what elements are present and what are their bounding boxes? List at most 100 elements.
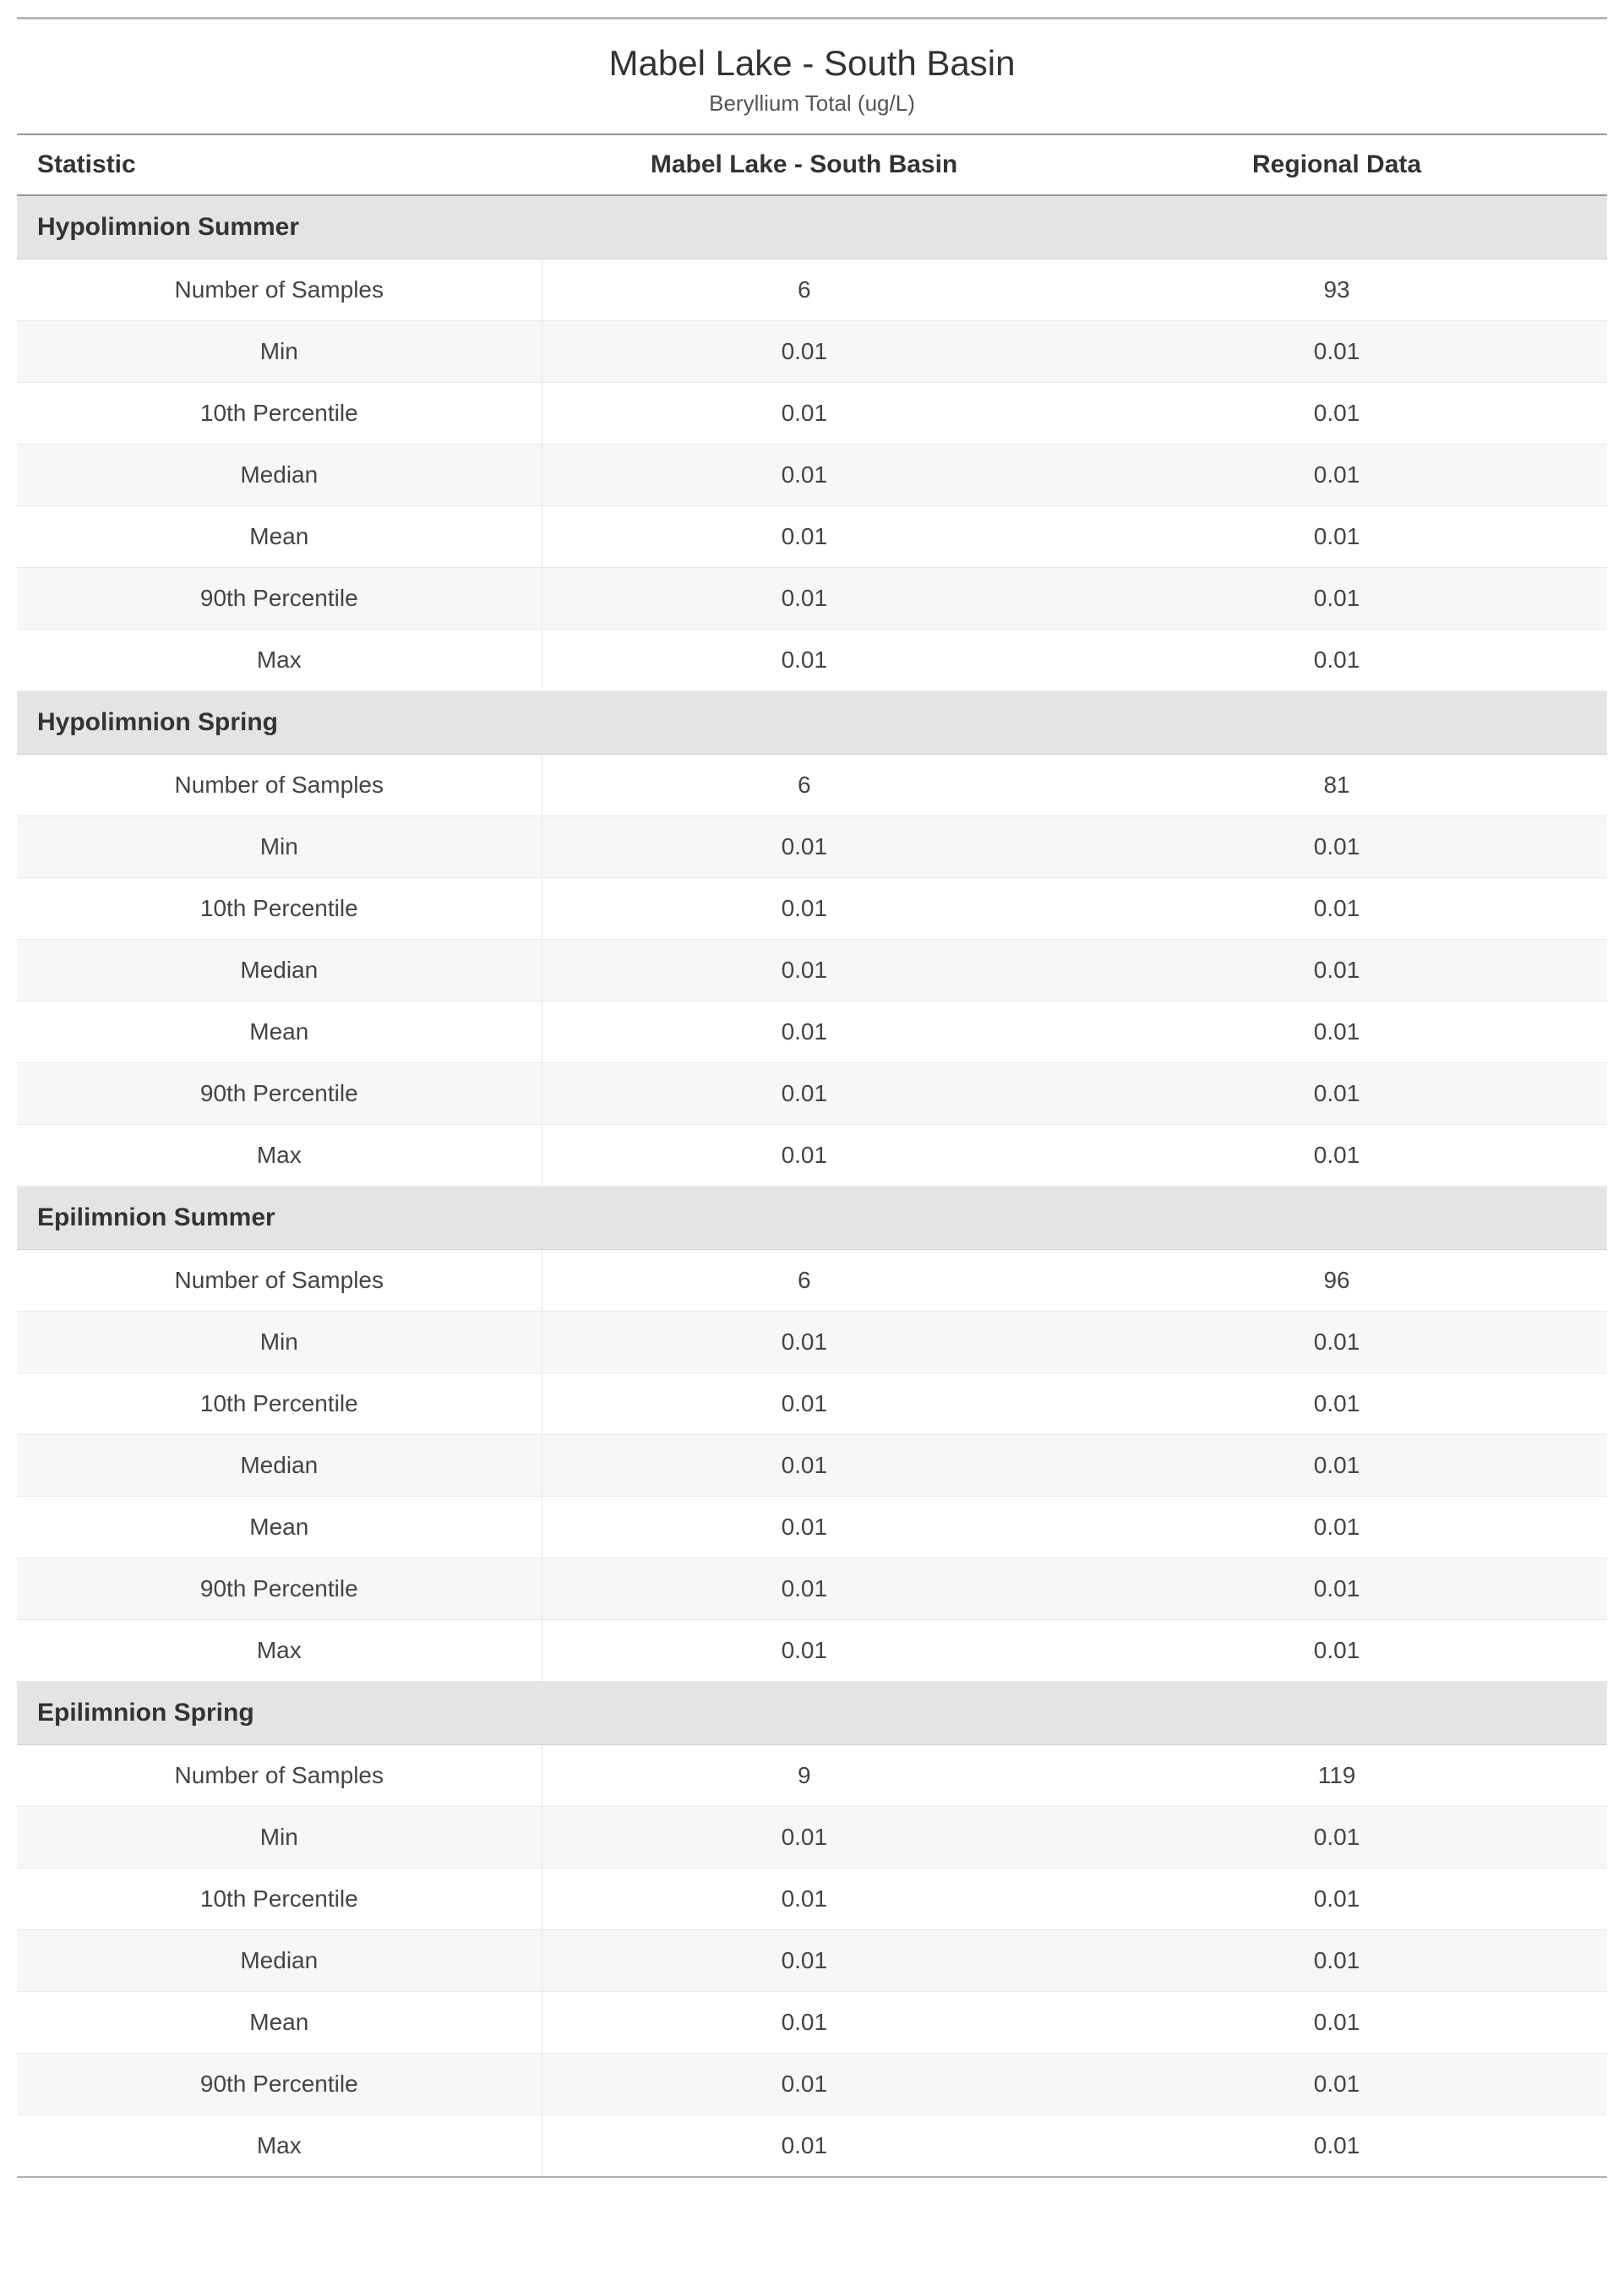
table-row: Median0.010.01 <box>17 940 1607 1001</box>
local-value: 9 <box>542 1745 1066 1807</box>
table-row: Number of Samples681 <box>17 755 1607 816</box>
stat-label: Min <box>17 816 542 878</box>
local-value: 0.01 <box>542 1063 1066 1125</box>
regional-value: 0.01 <box>1066 1001 1607 1063</box>
col-header-local: Mabel Lake - South Basin <box>542 134 1066 195</box>
local-value: 0.01 <box>542 1869 1066 1930</box>
local-value: 0.01 <box>542 1930 1066 1992</box>
regional-value: 96 <box>1066 1250 1607 1312</box>
report-container: Mabel Lake - South Basin Beryllium Total… <box>17 17 1607 2178</box>
stat-label: Number of Samples <box>17 755 542 816</box>
table-row: Max0.010.01 <box>17 1125 1607 1187</box>
regional-value: 0.01 <box>1066 383 1607 445</box>
table-row: 10th Percentile0.010.01 <box>17 878 1607 940</box>
stat-label: Median <box>17 1930 542 1992</box>
table-row: Median0.010.01 <box>17 445 1607 506</box>
local-value: 6 <box>542 1250 1066 1312</box>
local-value: 0.01 <box>542 1312 1066 1373</box>
regional-value: 0.01 <box>1066 940 1607 1001</box>
table-row: Min0.010.01 <box>17 816 1607 878</box>
local-value: 0.01 <box>542 1497 1066 1558</box>
table-row: Max0.010.01 <box>17 2115 1607 2178</box>
local-value: 0.01 <box>542 1435 1066 1497</box>
section-header-row: Hypolimnion Summer <box>17 195 1607 259</box>
table-row: Median0.010.01 <box>17 1435 1607 1497</box>
local-value: 0.01 <box>542 1558 1066 1620</box>
local-value: 6 <box>542 259 1066 321</box>
stat-label: Mean <box>17 1001 542 1063</box>
stat-label: Max <box>17 1620 542 1682</box>
regional-value: 0.01 <box>1066 816 1607 878</box>
section-header-row: Hypolimnion Spring <box>17 691 1607 755</box>
stat-label: 10th Percentile <box>17 1373 542 1435</box>
section-header-label: Epilimnion Spring <box>17 1682 1607 1745</box>
table-row: 10th Percentile0.010.01 <box>17 1869 1607 1930</box>
stat-label: Min <box>17 1312 542 1373</box>
local-value: 0.01 <box>542 321 1066 383</box>
table-row: Number of Samples9119 <box>17 1745 1607 1807</box>
local-value: 0.01 <box>542 2054 1066 2115</box>
regional-value: 0.01 <box>1066 568 1607 630</box>
regional-value: 0.01 <box>1066 1373 1607 1435</box>
local-value: 0.01 <box>542 1001 1066 1063</box>
table-row: Mean0.010.01 <box>17 506 1607 568</box>
regional-value: 93 <box>1066 259 1607 321</box>
stat-label: 10th Percentile <box>17 383 542 445</box>
table-section: Hypolimnion SpringNumber of Samples681Mi… <box>17 691 1607 1187</box>
regional-value: 0.01 <box>1066 878 1607 940</box>
local-value: 0.01 <box>542 568 1066 630</box>
local-value: 0.01 <box>542 1992 1066 2054</box>
table-row: Mean0.010.01 <box>17 1497 1607 1558</box>
local-value: 0.01 <box>542 940 1066 1001</box>
regional-value: 0.01 <box>1066 1435 1607 1497</box>
page-subtitle: Beryllium Total (ug/L) <box>17 90 1607 117</box>
table-row: 90th Percentile0.010.01 <box>17 1558 1607 1620</box>
local-value: 0.01 <box>542 506 1066 568</box>
local-value: 0.01 <box>542 1125 1066 1187</box>
local-value: 0.01 <box>542 1807 1066 1869</box>
col-header-statistic: Statistic <box>17 134 542 195</box>
stat-label: 10th Percentile <box>17 1869 542 1930</box>
regional-value: 0.01 <box>1066 1992 1607 2054</box>
stat-label: Median <box>17 445 542 506</box>
stat-label: Median <box>17 1435 542 1497</box>
local-value: 0.01 <box>542 2115 1066 2178</box>
stat-label: Max <box>17 1125 542 1187</box>
table-section: Epilimnion SummerNumber of Samples696Min… <box>17 1187 1607 1682</box>
local-value: 0.01 <box>542 630 1066 691</box>
regional-value: 0.01 <box>1066 2054 1607 2115</box>
local-value: 0.01 <box>542 816 1066 878</box>
regional-value: 0.01 <box>1066 506 1607 568</box>
local-value: 0.01 <box>542 1373 1066 1435</box>
table-section: Epilimnion SpringNumber of Samples9119Mi… <box>17 1682 1607 2178</box>
table-row: Max0.010.01 <box>17 1620 1607 1682</box>
stat-label: Min <box>17 1807 542 1869</box>
table-row: Min0.010.01 <box>17 321 1607 383</box>
stat-label: Number of Samples <box>17 259 542 321</box>
col-header-regional: Regional Data <box>1066 134 1607 195</box>
local-value: 0.01 <box>542 878 1066 940</box>
regional-value: 0.01 <box>1066 2115 1607 2178</box>
local-value: 0.01 <box>542 1620 1066 1682</box>
local-value: 0.01 <box>542 383 1066 445</box>
table-row: Min0.010.01 <box>17 1807 1607 1869</box>
regional-value: 0.01 <box>1066 1125 1607 1187</box>
stat-label: 10th Percentile <box>17 878 542 940</box>
stat-label: Number of Samples <box>17 1745 542 1807</box>
table-header-row: Statistic Mabel Lake - South Basin Regio… <box>17 134 1607 195</box>
table-row: 90th Percentile0.010.01 <box>17 2054 1607 2115</box>
stat-label: Mean <box>17 506 542 568</box>
title-section: Mabel Lake - South Basin Beryllium Total… <box>17 26 1607 125</box>
table-row: 90th Percentile0.010.01 <box>17 1063 1607 1125</box>
table-row: 10th Percentile0.010.01 <box>17 1373 1607 1435</box>
stat-label: Mean <box>17 1497 542 1558</box>
table-row: 10th Percentile0.010.01 <box>17 383 1607 445</box>
stat-label: 90th Percentile <box>17 2054 542 2115</box>
table-row: 90th Percentile0.010.01 <box>17 568 1607 630</box>
regional-value: 0.01 <box>1066 1930 1607 1992</box>
stat-label: 90th Percentile <box>17 1558 542 1620</box>
stat-label: Mean <box>17 1992 542 2054</box>
section-header-label: Epilimnion Summer <box>17 1187 1607 1250</box>
table-row: Mean0.010.01 <box>17 1992 1607 2054</box>
stat-label: Min <box>17 321 542 383</box>
